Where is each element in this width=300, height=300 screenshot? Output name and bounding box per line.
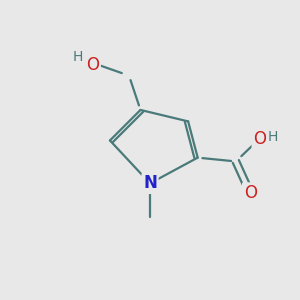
Text: O: O [86, 56, 99, 74]
Text: O: O [244, 184, 256, 202]
Text: N: N [143, 174, 157, 192]
Text: H: H [72, 50, 83, 64]
Text: H: H [268, 130, 278, 144]
Text: O: O [253, 130, 266, 148]
